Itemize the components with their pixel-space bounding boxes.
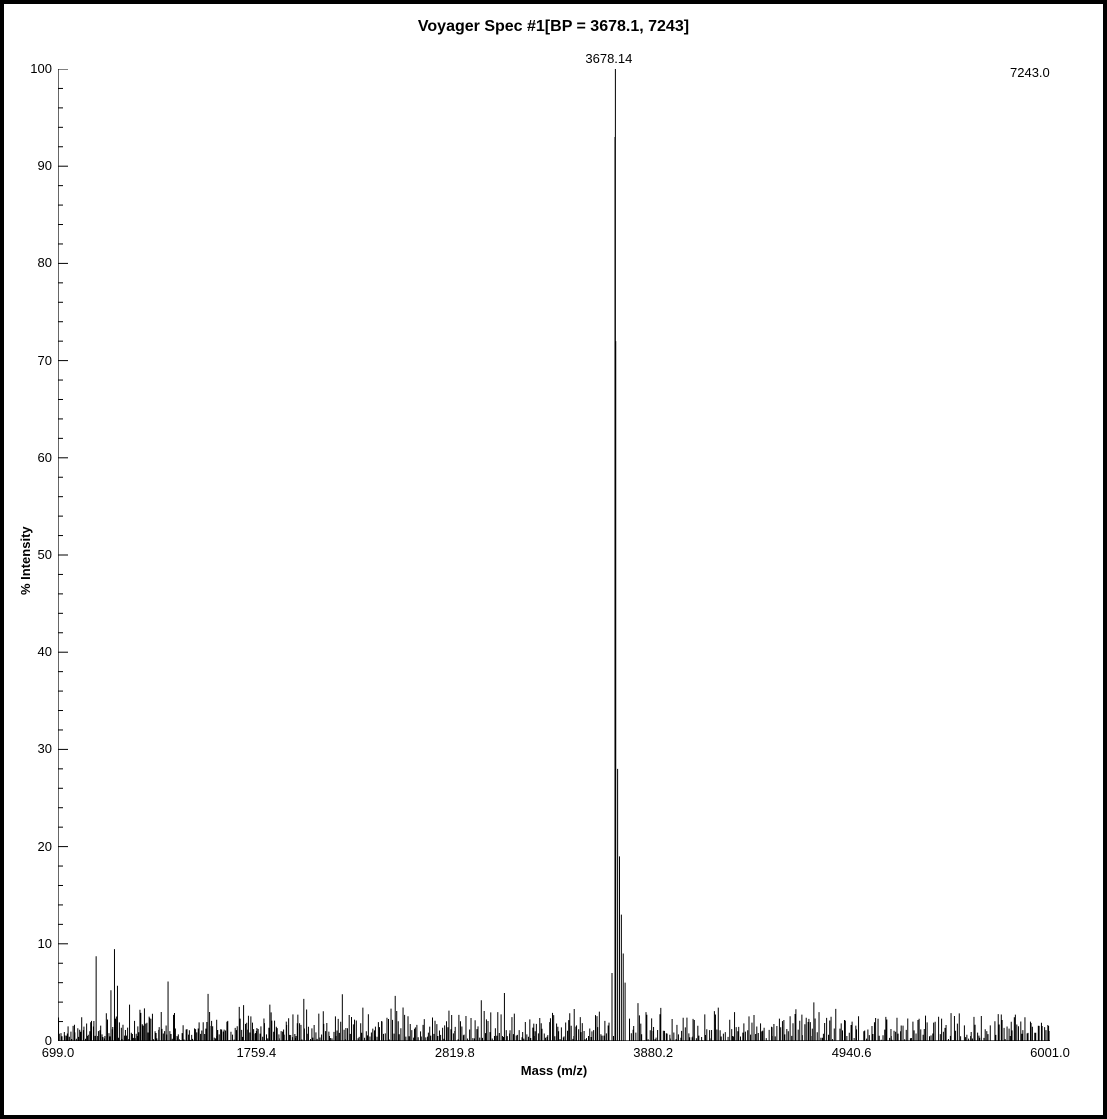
x-tick-label: 6001.0	[1010, 1045, 1090, 1060]
x-tick-label: 4940.6	[812, 1045, 892, 1060]
y-tick-label: 20	[20, 839, 52, 854]
y-tick-label: 40	[20, 644, 52, 659]
x-tick-label: 1759.4	[216, 1045, 296, 1060]
chart-container: Voyager Spec #1[BP = 3678.1, 7243] % Int…	[0, 0, 1107, 1119]
y-tick-label: 90	[20, 158, 52, 173]
y-tick-label: 30	[20, 741, 52, 756]
chart-title: Voyager Spec #1[BP = 3678.1, 7243]	[4, 18, 1103, 36]
y-tick-label: 80	[20, 255, 52, 270]
x-axis-label: Mass (m/z)	[494, 1063, 614, 1078]
plot-area	[58, 69, 1050, 1041]
x-tick-label: 2819.8	[415, 1045, 495, 1060]
peak-label: 3678.14	[585, 51, 632, 66]
y-tick-label: 10	[20, 936, 52, 951]
y-tick-label: 100	[20, 61, 52, 76]
y-tick-label: 60	[20, 450, 52, 465]
right-edge-label: 7243.0	[1010, 65, 1050, 80]
x-tick-label: 699.0	[18, 1045, 98, 1060]
x-tick-label: 3880.2	[613, 1045, 693, 1060]
y-tick-label: 50	[20, 547, 52, 562]
spectrum-svg	[58, 69, 1050, 1041]
y-tick-label: 70	[20, 353, 52, 368]
